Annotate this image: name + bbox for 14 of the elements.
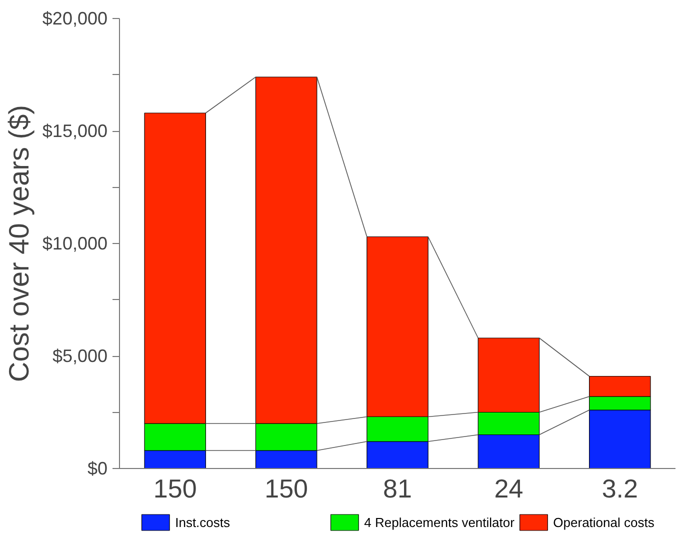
- legend-label: Inst.costs: [175, 515, 231, 530]
- y-tick-label: $5,000: [52, 346, 108, 366]
- legend-label: 4 Replacements ventilator: [364, 515, 516, 530]
- y-tick-label: $20,000: [42, 8, 108, 28]
- y-tick-label: $10,000: [42, 234, 108, 254]
- x-tick-label: 150: [264, 474, 308, 504]
- y-tick-label: $15,000: [42, 121, 108, 141]
- y-axis-title: Cost over 40 years ($): [3, 104, 34, 382]
- x-tick-label: 81: [383, 474, 412, 504]
- legend-label: Operational costs: [553, 515, 655, 530]
- x-tick-label: 150: [153, 474, 197, 504]
- y-tick-label: $0: [87, 458, 108, 478]
- x-tick-label: 24: [494, 474, 524, 504]
- x-tick-label: 3.2: [602, 474, 638, 504]
